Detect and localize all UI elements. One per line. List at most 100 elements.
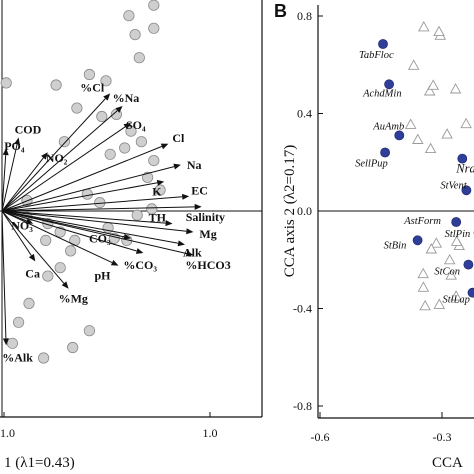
species-label-6: AuAmb bbox=[372, 121, 404, 132]
vector-label-17: %CO₃ bbox=[123, 258, 157, 272]
site-point-4 bbox=[129, 28, 141, 41]
panel-b-y-tick-label-4: -0.4 bbox=[293, 302, 312, 316]
vector-arrowhead-18 bbox=[110, 259, 119, 266]
panel-b-x-tick-label-2: -0.3 bbox=[433, 430, 452, 444]
species-triangle-35 bbox=[449, 83, 462, 94]
vector-line-21 bbox=[1, 210, 65, 284]
vector-label-7: COD bbox=[15, 123, 42, 137]
species-label-13: StlPin bbox=[445, 229, 471, 240]
vector-line-6 bbox=[1, 182, 158, 212]
species-triangle-56 bbox=[443, 253, 456, 265]
species-point-9 bbox=[461, 185, 472, 196]
panel-b-x-axis-title: CCA bbox=[432, 455, 463, 471]
vector-line-22 bbox=[1, 210, 7, 339]
species-label-16: StCon bbox=[434, 267, 460, 278]
site-point-10 bbox=[71, 102, 83, 114]
panel-a-x-tick-label-2: 1.0 bbox=[203, 426, 218, 440]
species-triangle-23 bbox=[445, 269, 457, 280]
vector-arrowhead-4 bbox=[160, 143, 169, 150]
vector-label-13: Mg bbox=[199, 227, 216, 241]
site-point-16 bbox=[119, 142, 131, 154]
vector-arrowhead-13 bbox=[186, 228, 194, 235]
species-label-8: Nrad bbox=[455, 162, 474, 176]
species-label-4: AchdMin bbox=[362, 88, 402, 99]
site-point-41 bbox=[67, 341, 79, 354]
vector-label-15: Alk bbox=[183, 246, 202, 260]
site-point-7 bbox=[100, 75, 112, 87]
vector-line-2 bbox=[1, 110, 118, 212]
site-point-29 bbox=[69, 234, 81, 246]
panel-b-y-tick-label-2: 0.4 bbox=[297, 107, 312, 121]
panel-b-species-triangles bbox=[404, 20, 472, 311]
vector-arrowhead-1 bbox=[103, 93, 111, 101]
site-point-22 bbox=[131, 209, 143, 221]
vector-arrowhead-10 bbox=[182, 193, 190, 200]
vector-label-9: NO₂ bbox=[46, 151, 68, 165]
site-point-34 bbox=[65, 245, 77, 257]
vector-label-22: %Alk bbox=[2, 350, 33, 364]
site-point-8 bbox=[50, 79, 62, 91]
vector-arrowhead-16 bbox=[185, 250, 194, 257]
vector-line-11 bbox=[1, 206, 195, 212]
site-point-9 bbox=[0, 77, 12, 89]
species-point-16 bbox=[463, 259, 474, 270]
species-point-8 bbox=[457, 153, 468, 164]
species-point-4 bbox=[384, 79, 394, 90]
species-triangle-4 bbox=[417, 267, 429, 279]
panel-b-y-tick-label-3: 0.0 bbox=[297, 204, 312, 218]
panel-b-y-axis-title: CCA axis 2 (λ2=0.17) bbox=[282, 145, 298, 277]
vector-line-9 bbox=[1, 157, 44, 212]
species-triangle-2 bbox=[423, 85, 436, 96]
vector-arrowhead-7 bbox=[14, 137, 20, 145]
vector-line-7 bbox=[1, 144, 18, 212]
vector-arrowhead-8 bbox=[2, 148, 9, 156]
panel-b-x-tick-label-1: -0.6 bbox=[311, 430, 330, 444]
panel-b-letter: B bbox=[274, 1, 287, 21]
site-point-37 bbox=[23, 297, 35, 309]
vector-line-18 bbox=[1, 210, 113, 264]
vector-arrowhead-12 bbox=[165, 220, 173, 227]
site-point-18 bbox=[148, 155, 160, 167]
vector-label-4: Cl bbox=[172, 131, 185, 145]
vector-line-16 bbox=[1, 210, 187, 254]
species-point-2 bbox=[378, 39, 388, 49]
site-point-3 bbox=[148, 22, 160, 34]
vector-line-15 bbox=[1, 210, 179, 244]
panel-a-site-points bbox=[0, 0, 166, 364]
panel-b-biplot: B 0.8 0.4 0.0 -0.4 -0.8 DiscStelTabFlocStPho… bbox=[274, 1, 474, 471]
vector-line-3 bbox=[1, 126, 126, 212]
panel-a-env-vectors bbox=[1, 93, 202, 346]
panel-b-y-tick-label-5: -0.8 bbox=[293, 399, 312, 413]
vector-line-20 bbox=[1, 210, 32, 256]
vector-label-20: Ca bbox=[25, 266, 40, 280]
vector-arrowhead-9 bbox=[41, 152, 48, 160]
vector-line-17 bbox=[1, 210, 137, 252]
site-point-15 bbox=[104, 148, 116, 160]
vector-label-14: CO₃ bbox=[89, 231, 111, 245]
species-triangle-37 bbox=[450, 235, 463, 246]
vector-label-3: SO₄ bbox=[126, 118, 146, 132]
species-label-12: AstForm bbox=[403, 216, 441, 227]
site-point-38 bbox=[13, 316, 25, 328]
vector-line-12 bbox=[1, 210, 166, 224]
panel-a-x-tick-label-1: 1.0 bbox=[0, 426, 15, 440]
vector-arrowhead-20 bbox=[28, 253, 36, 262]
species-label-18: StlLap bbox=[443, 295, 470, 306]
species-triangle-45 bbox=[450, 290, 462, 301]
site-point-33 bbox=[40, 234, 52, 246]
species-triangle-57 bbox=[433, 25, 445, 37]
species-triangle-53 bbox=[407, 59, 420, 70]
site-point-20 bbox=[154, 184, 166, 196]
species-triangle-48 bbox=[419, 299, 431, 311]
species-triangle-17 bbox=[433, 298, 446, 309]
species-label-7: SellPup bbox=[355, 159, 388, 170]
species-label-9: StVent bbox=[440, 180, 467, 191]
site-point-19 bbox=[142, 171, 154, 183]
vector-arrowhead-5 bbox=[173, 163, 181, 170]
vector-arrowhead-22 bbox=[2, 338, 9, 346]
species-point-18 bbox=[467, 287, 474, 298]
site-point-13 bbox=[125, 125, 137, 137]
vector-arrowhead-14 bbox=[123, 233, 131, 240]
